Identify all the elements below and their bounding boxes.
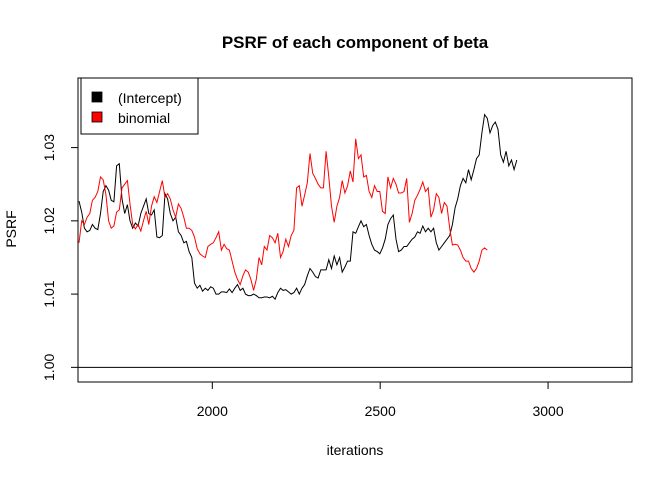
legend-swatch-binomial (91, 111, 103, 123)
x-axis: 2000 2500 3000 (197, 381, 564, 419)
y-tick-label: 1.02 (41, 207, 57, 234)
series-line-binomial (78, 138, 488, 291)
x-tick-label: 2000 (197, 403, 228, 419)
series-line-intercept (78, 113, 518, 301)
chart-title: PSRF of each component of beta (222, 33, 489, 52)
legend: (Intercept) binomial (80, 77, 199, 135)
y-tick-label: 1.01 (41, 280, 57, 307)
x-tick-label: 2500 (365, 403, 396, 419)
y-axis-label: PSRF (3, 210, 19, 247)
legend-label-intercept: (Intercept) (118, 90, 182, 106)
legend-label-binomial: binomial (118, 110, 170, 126)
x-tick-label: 3000 (532, 403, 563, 419)
y-tick-label: 1.00 (41, 354, 57, 381)
legend-swatch-intercept (91, 91, 103, 103)
series-group (78, 113, 518, 301)
y-tick-label: 1.03 (41, 134, 57, 161)
y-axis: 1.00 1.01 1.02 1.03 (41, 134, 79, 381)
legend-box (80, 77, 199, 135)
x-axis-label: iterations (327, 442, 384, 458)
